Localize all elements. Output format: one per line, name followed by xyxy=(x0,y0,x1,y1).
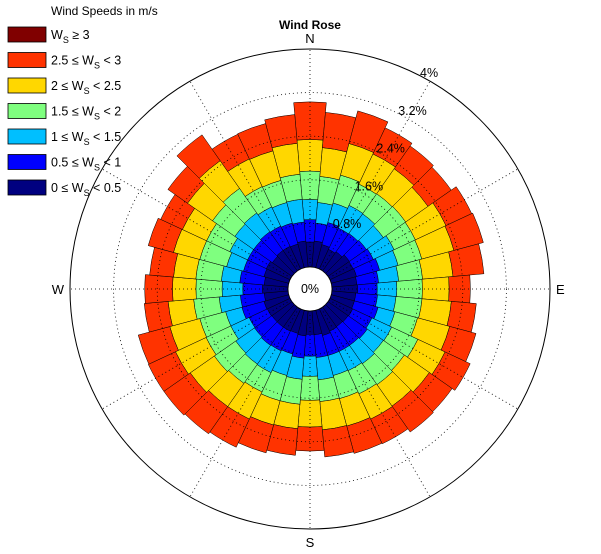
legend-swatch-6 xyxy=(7,179,47,196)
compass-label-W: W xyxy=(52,282,65,297)
sector-20-bin-5 xyxy=(348,110,389,153)
polar-grid xyxy=(69,48,551,530)
ring-label-0: 0% xyxy=(301,282,319,296)
legend-swatch-3 xyxy=(7,103,47,119)
legend-swatch-1 xyxy=(7,52,47,68)
sector-40-bin-5 xyxy=(393,145,434,186)
grid-spoke-30 xyxy=(320,80,431,271)
sector-240-bin-5 xyxy=(147,351,189,392)
grid-ring-2 xyxy=(200,179,420,399)
sector-140-bin-5 xyxy=(391,389,434,433)
grid-spoke-150 xyxy=(320,307,431,498)
grid-spoke-240 xyxy=(101,299,292,410)
legend: Wind Speeds in m/s WS ≥ 3 2.5 ≤ WS < 3 2 ≤… xyxy=(7,4,158,198)
grid-spoke-300 xyxy=(101,168,292,279)
legend-label-6: 0 ≤ WS < 0.5 xyxy=(51,181,121,198)
sector-250-bin-5 xyxy=(137,326,179,365)
sector-270-bin-5 xyxy=(144,274,174,304)
legend-swatch-0 xyxy=(7,26,47,43)
ring-label-3: 2.4% xyxy=(376,142,405,156)
legend-label-5: 0.5 ≤ WS < 1 xyxy=(51,156,121,173)
ring-label-5: 4% xyxy=(420,66,438,80)
sector-150-bin-5 xyxy=(370,406,409,445)
sector-70-bin-5 xyxy=(444,212,484,251)
sector-260-bin-5 xyxy=(143,301,173,333)
sector-0-bin-3 xyxy=(299,170,321,201)
chart-title: Wind Rose xyxy=(279,18,341,32)
legend-label-3: 1.5 ≤ WS < 2 xyxy=(51,105,121,122)
compass-label-E: E xyxy=(556,282,565,297)
outer-circle xyxy=(69,48,551,530)
legend-label-2: 2 ≤ WS < 2.5 xyxy=(51,79,121,96)
sector-80-bin-5 xyxy=(448,243,485,277)
sector-120-bin-5 xyxy=(431,351,471,391)
compass-label-N: N xyxy=(305,31,314,46)
ring-labels: 0% 0.8% 1.6% 2.4% 3.2% 4% xyxy=(301,66,438,296)
sector-160-bin-5 xyxy=(346,417,383,454)
legend-label-4: 1 ≤ WS < 1.5 xyxy=(51,130,121,147)
sector-320-bin-5 xyxy=(176,134,221,179)
sector-0-bin-5 xyxy=(293,101,327,141)
wind-sectors xyxy=(137,101,485,458)
sector-350-bin-5 xyxy=(264,114,298,149)
ring-label-1: 0.8% xyxy=(333,217,362,231)
legend-swatch-5 xyxy=(7,154,47,170)
legend-label-0: WS ≥ 3 xyxy=(51,28,90,45)
legend-title: Wind Speeds in m/s xyxy=(51,4,158,18)
legend-swatch-2 xyxy=(7,77,47,94)
grid-spoke-330 xyxy=(189,80,300,271)
compass-labels: N E S W xyxy=(52,31,565,550)
grid-spoke-120 xyxy=(328,299,519,410)
sector-90-bin-2 xyxy=(376,281,398,297)
compass-label-S: S xyxy=(306,535,315,550)
grid-ring-3 xyxy=(156,135,464,443)
ring-label-4: 3.2% xyxy=(398,104,427,118)
ring-label-2: 1.6% xyxy=(355,179,384,193)
grid-ring-4 xyxy=(113,92,507,486)
sector-170-bin-5 xyxy=(322,425,354,458)
grid-spoke-210 xyxy=(189,307,300,498)
sector-90-bin-5 xyxy=(448,274,471,304)
grid-spoke-60 xyxy=(328,168,519,279)
grid-ring-1 xyxy=(243,222,376,355)
sector-290-bin-5 xyxy=(147,217,183,253)
sector-90-bin-4 xyxy=(421,276,450,302)
legend-swatch-4 xyxy=(7,128,47,145)
legend-label-1: 2.5 ≤ WS < 3 xyxy=(51,54,121,71)
sector-270-bin-4 xyxy=(172,276,197,302)
